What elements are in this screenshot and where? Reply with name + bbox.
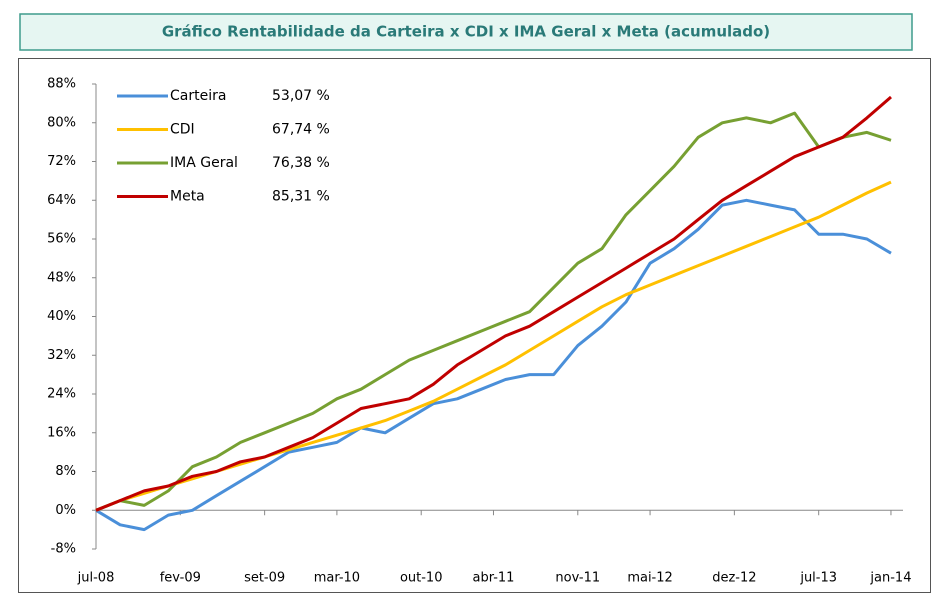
- x-tick-label: out-10: [400, 571, 443, 586]
- title-box: [19, 13, 913, 51]
- legend-value: 67,74 %: [272, 122, 330, 138]
- legend-value: 76,38 %: [272, 155, 330, 171]
- legend-value: 53,07 %: [272, 88, 330, 104]
- legend-label: IMA Geral: [170, 155, 238, 171]
- chart-box: [18, 58, 931, 593]
- chart-title: Gráfico Rentabilidade da Carteira x CDI …: [162, 23, 770, 41]
- x-tick-label: jan-14: [869, 571, 911, 586]
- y-tick-label: -8%: [51, 542, 76, 557]
- series-line: [95, 198, 892, 532]
- y-tick-label: 80%: [47, 115, 76, 130]
- x-tick-label: dez-12: [712, 571, 756, 586]
- y-tick-label: 0%: [55, 503, 76, 518]
- legend-label: CDI: [170, 122, 195, 138]
- y-tick-label: 48%: [47, 270, 76, 285]
- y-tick-label: 88%: [47, 77, 76, 92]
- x-tick-label: jul-08: [77, 571, 115, 586]
- series-line: [95, 95, 892, 512]
- x-tick-label: mar-10: [314, 571, 360, 586]
- x-tick-label: jul-13: [799, 571, 837, 586]
- y-tick-label: 72%: [47, 154, 76, 169]
- series-line: [95, 111, 892, 512]
- y-tick-label: 24%: [47, 387, 76, 402]
- y-tick-label: 40%: [47, 309, 76, 324]
- x-tick-label: fev-09: [160, 571, 201, 586]
- y-tick-label: 16%: [47, 425, 76, 440]
- y-tick-label: 56%: [47, 232, 76, 247]
- y-tick-label: 32%: [47, 348, 76, 363]
- x-tick-label: abr-11: [472, 571, 514, 586]
- x-tick-label: nov-11: [555, 571, 600, 586]
- x-tick-label: mai-12: [627, 571, 672, 586]
- legend-label: Meta: [170, 189, 205, 205]
- legend-value: 85,31 %: [272, 189, 330, 205]
- legend-label: Carteira: [170, 88, 226, 104]
- x-tick-label: set-09: [244, 571, 285, 586]
- y-tick-label: 64%: [47, 193, 76, 208]
- y-tick-label: 8%: [55, 464, 76, 479]
